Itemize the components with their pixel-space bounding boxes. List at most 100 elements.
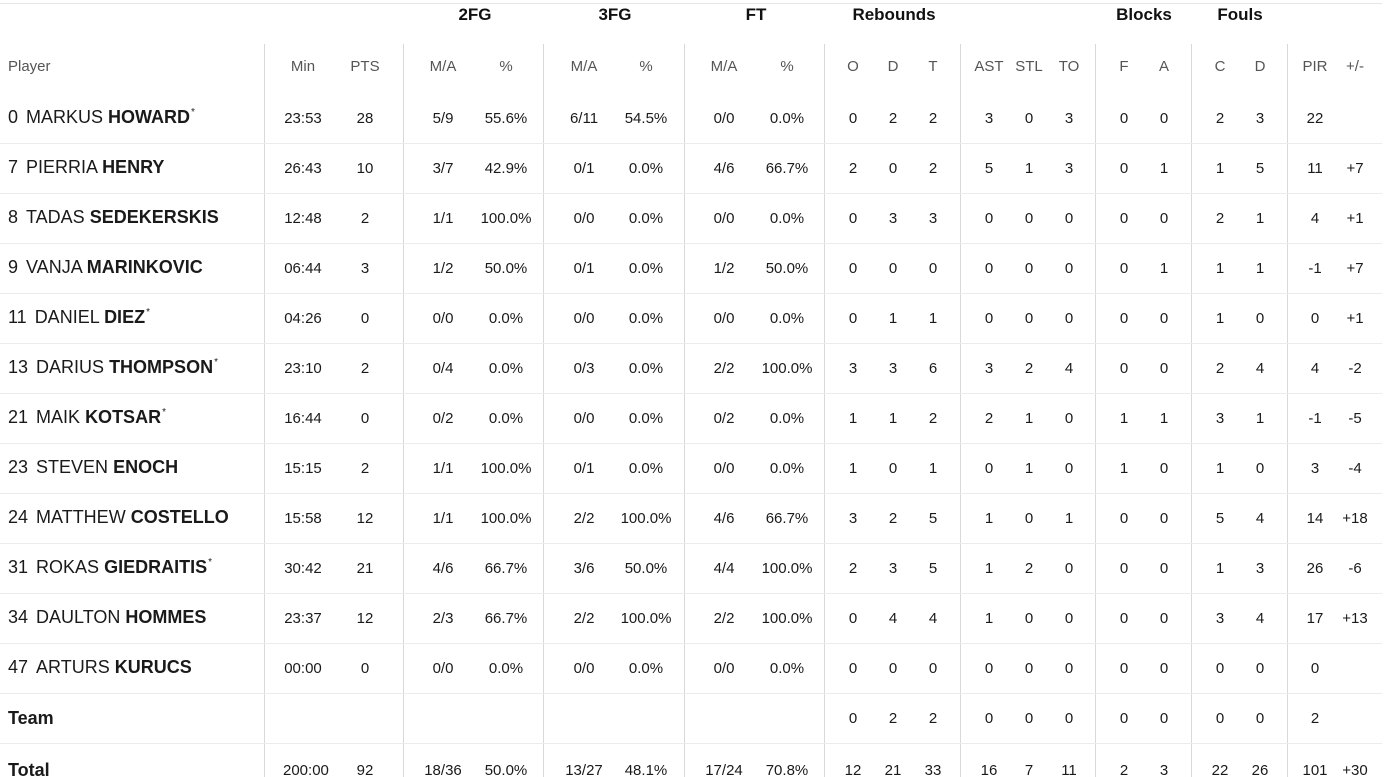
player-row[interactable]: 0 MARKUS HOWARD* 23:53 28 5/9 55.6% 6/11 54.5% 0… bbox=[0, 94, 1394, 144]
player-name[interactable]: 31 ROKAS GIEDRAITIS* bbox=[8, 557, 212, 578]
stat-cell-blk-f: 0 bbox=[1119, 110, 1129, 127]
stat-cell-reb-o: 0 bbox=[848, 610, 858, 627]
stat-cell-ft-pct: 50.0% bbox=[765, 260, 809, 277]
stat-cell-fg2-pct: 42.9% bbox=[484, 160, 528, 177]
stat-cell-fg2-ma: 1/1 bbox=[432, 460, 454, 477]
total-row: Total 200:00 92 18/36 50.0% 13/27 48.1% 17/24 70… bbox=[0, 744, 1394, 777]
player-row[interactable]: 23 STEVEN ENOCH 15:15 2 1/1 100.0% 0/1 0.0% 0/0 0… bbox=[0, 444, 1394, 494]
player-name[interactable]: 11 DANIEL DIEZ* bbox=[8, 307, 150, 328]
player-name[interactable]: 8 TADAS SEDEKERSKIS bbox=[8, 207, 220, 228]
stat-cell-fg2-ma: 1/1 bbox=[432, 510, 454, 527]
team-row: Team 0 2 2 0 0 0 0 0 0 0 2 bbox=[0, 694, 1394, 744]
column-header-row: Player Min PTS M/A % M/A % M/A % O D T A… bbox=[0, 58, 1394, 80]
stat-cell-ft-ma: 4/6 bbox=[713, 160, 735, 177]
player-name[interactable]: 0 MARKUS HOWARD* bbox=[8, 107, 195, 128]
stat-cell-min: 26:43 bbox=[284, 160, 322, 177]
column-header-to[interactable]: TO bbox=[1058, 58, 1080, 75]
stat-cell-fg3-pct: 48.1% bbox=[624, 762, 668, 777]
column-header-pir[interactable]: PIR bbox=[1302, 58, 1328, 75]
player-name[interactable]: 47 ARTURS KURUCS bbox=[8, 657, 193, 678]
column-header-2fg-pct[interactable]: % bbox=[499, 58, 513, 75]
column-header-ft-ma[interactable]: M/A bbox=[710, 58, 738, 75]
player-row[interactable]: 47 ARTURS KURUCS 00:00 0 0/0 0.0% 0/0 0.0% 0/0 0.… bbox=[0, 644, 1394, 694]
stat-cell-ft-pct: 100.0% bbox=[761, 610, 813, 627]
player-last-name: HOWARD bbox=[108, 107, 191, 127]
player-name[interactable]: 34 DAULTON HOMMES bbox=[8, 607, 207, 628]
stat-cell-pm: +1 bbox=[1346, 210, 1364, 227]
player-row[interactable]: 9 VANJA MARINKOVIC 06:44 3 1/2 50.0% 0/1 0.0% 1/… bbox=[0, 244, 1394, 294]
stat-cell-foul-c: 1 bbox=[1215, 260, 1225, 277]
column-header-blk-a[interactable]: A bbox=[1158, 58, 1169, 75]
stat-cell-ft-pct: 0.0% bbox=[769, 210, 805, 227]
player-row[interactable]: 31 ROKAS GIEDRAITIS* 30:42 21 4/6 66.7% 3/6 50.… bbox=[0, 544, 1394, 594]
column-header-ast[interactable]: AST bbox=[974, 58, 1004, 75]
player-row[interactable]: 21 MAIK KOTSAR* 16:44 0 0/2 0.0% 0/0 0.0% 0/2 0.0… bbox=[0, 394, 1394, 444]
column-header-blk-f[interactable]: F bbox=[1119, 58, 1129, 75]
stat-cell-pts: 92 bbox=[356, 762, 374, 777]
column-header-min[interactable]: Min bbox=[290, 58, 316, 75]
stat-cell-ast: 0 bbox=[984, 710, 994, 727]
stat-cell-ft-ma: 2/2 bbox=[713, 610, 735, 627]
stat-cell-fg2-pct: 100.0% bbox=[480, 210, 532, 227]
stat-cell-fg2-pct: 50.0% bbox=[484, 762, 528, 777]
column-header-reb-o[interactable]: O bbox=[847, 58, 859, 75]
column-header-2fg-ma[interactable]: M/A bbox=[429, 58, 457, 75]
stat-cell-blk-f: 1 bbox=[1119, 460, 1129, 477]
player-row[interactable]: 13 DARIUS THOMPSON* 23:10 2 0/4 0.0% 0/3 0.0% 2/… bbox=[0, 344, 1394, 394]
stat-cell-reb-o: 3 bbox=[848, 510, 858, 527]
stat-cell-ft-pct: 0.0% bbox=[769, 110, 805, 127]
player-first-name: PIERRIA bbox=[26, 157, 98, 177]
player-name[interactable]: 7 PIERRIA HENRY bbox=[8, 157, 165, 178]
player-first-name: TADAS bbox=[26, 207, 85, 227]
row-divider bbox=[0, 643, 1382, 644]
column-header-player[interactable]: Player bbox=[8, 58, 51, 75]
player-row[interactable]: 7 PIERRIA HENRY 26:43 10 3/7 42.9% 0/1 0.0% 4/6 6… bbox=[0, 144, 1394, 194]
column-header-stl[interactable]: STL bbox=[1015, 58, 1043, 75]
stat-cell-stl: 0 bbox=[1024, 260, 1034, 277]
row-divider bbox=[0, 693, 1382, 694]
stat-cell-reb-o: 0 bbox=[848, 110, 858, 127]
player-last-name: GIEDRAITIS bbox=[104, 557, 208, 577]
player-name[interactable]: 13 DARIUS THOMPSON* bbox=[8, 357, 218, 378]
stat-cell-fg2-ma: 3/7 bbox=[432, 160, 454, 177]
column-header-foul-c[interactable]: C bbox=[1214, 58, 1226, 75]
column-header-reb-t[interactable]: T bbox=[928, 58, 938, 75]
player-number: 13 bbox=[8, 357, 29, 377]
stat-cell-ft-pct: 100.0% bbox=[761, 360, 813, 377]
stat-cell-fg3-ma: 2/2 bbox=[573, 610, 595, 627]
player-row[interactable]: 8 TADAS SEDEKERSKIS 12:48 2 1/1 100.0% 0/0 0.0%… bbox=[0, 194, 1394, 244]
column-header-pts[interactable]: PTS bbox=[350, 58, 380, 75]
stat-cell-to: 3 bbox=[1064, 160, 1074, 177]
player-number: 8 bbox=[8, 207, 19, 227]
player-name[interactable]: 23 STEVEN ENOCH bbox=[8, 457, 179, 478]
row-divider bbox=[0, 343, 1382, 344]
group-header-row: 2FG 3FG FT Rebounds Blocks Fouls bbox=[0, 5, 1394, 29]
stat-cell-stl: 0 bbox=[1024, 110, 1034, 127]
starter-marker: * bbox=[146, 307, 150, 318]
stat-cell-min: 06:44 bbox=[284, 260, 322, 277]
stat-cell-reb-d: 2 bbox=[888, 710, 898, 727]
column-header-ft-pct[interactable]: % bbox=[780, 58, 794, 75]
column-header-3fg-ma[interactable]: M/A bbox=[570, 58, 598, 75]
column-header-foul-d[interactable]: D bbox=[1254, 58, 1266, 75]
player-row[interactable]: 24 MATTHEW COSTELLO 15:58 12 1/1 100.0% 2/2 100… bbox=[0, 494, 1394, 544]
stat-cell-fg3-pct: 0.0% bbox=[628, 260, 664, 277]
stat-cell-blk-f: 0 bbox=[1119, 260, 1129, 277]
column-header-plus-minus[interactable]: +/- bbox=[1346, 58, 1364, 75]
player-row[interactable]: 34 DAULTON HOMMES 23:37 12 2/3 66.7% 2/2 100.0%… bbox=[0, 594, 1394, 644]
stat-cell-fg2-pct: 0.0% bbox=[488, 410, 524, 427]
stat-cell-blk-a: 0 bbox=[1159, 660, 1169, 677]
stat-cell-reb-t: 2 bbox=[928, 710, 938, 727]
stat-cell-blk-a: 0 bbox=[1159, 510, 1169, 527]
stat-cell-reb-d: 2 bbox=[888, 110, 898, 127]
player-name[interactable]: 21 MAIK KOTSAR* bbox=[8, 407, 166, 428]
column-header-3fg-pct[interactable]: % bbox=[639, 58, 653, 75]
player-row[interactable]: 11 DANIEL DIEZ* 04:26 0 0/0 0.0% 0/0 0.0% 0/0 0.0… bbox=[0, 294, 1394, 344]
player-last-name: MARINKOVIC bbox=[86, 257, 203, 277]
player-name[interactable]: 9 VANJA MARINKOVIC bbox=[8, 257, 204, 278]
row-divider bbox=[0, 593, 1382, 594]
column-header-reb-d[interactable]: D bbox=[887, 58, 899, 75]
player-name[interactable]: 24 MATTHEW COSTELLO bbox=[8, 507, 230, 528]
stat-cell-reb-o: 0 bbox=[848, 310, 858, 327]
stat-cell-fg2-pct: 66.7% bbox=[484, 610, 528, 627]
